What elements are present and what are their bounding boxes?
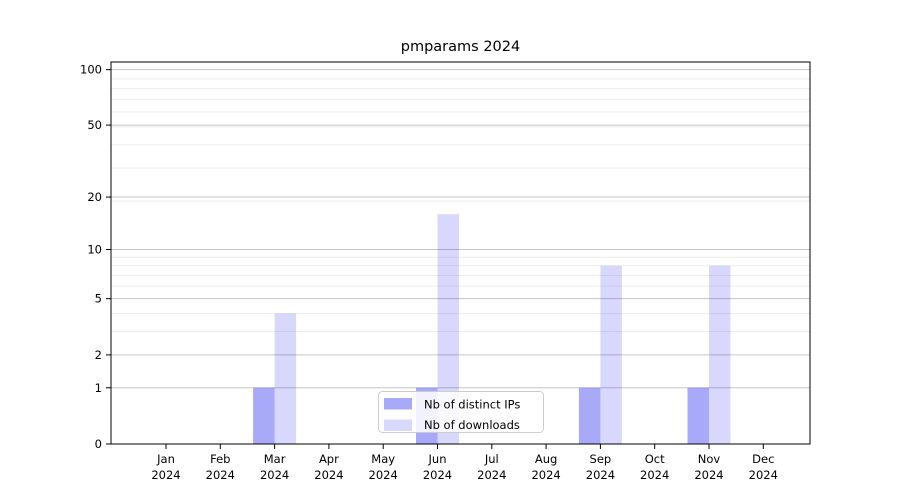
y-tick-label: 20: [87, 190, 102, 204]
x-tick-label-month: Sep: [590, 452, 612, 466]
bar: [274, 313, 297, 444]
y-tick-label: 5: [95, 292, 102, 306]
x-tick-label-month: Jun: [428, 452, 447, 466]
legend-swatch-nb-of-downloads: [384, 419, 412, 431]
x-tick-label-year: 2024: [314, 468, 343, 482]
legend-label: Nb of downloads: [424, 418, 520, 432]
bar: [600, 265, 622, 444]
bar: [709, 265, 731, 444]
x-tick-label-month: Dec: [752, 452, 774, 466]
chart-title: pmparams 2024: [401, 39, 520, 55]
y-tick-label: 2: [95, 348, 102, 362]
x-tick-label-year: 2024: [531, 468, 560, 482]
y-tick-label: 50: [87, 118, 102, 132]
x-tick-label-month: Feb: [210, 452, 230, 466]
bar: [437, 214, 459, 444]
x-tick-label-month: Jul: [484, 452, 499, 466]
bar: [578, 387, 601, 444]
x-tick-label-year: 2024: [369, 468, 398, 482]
x-tick-label-year: 2024: [206, 468, 235, 482]
x-tick-label-month: Mar: [264, 452, 286, 466]
legend-label: Nb of distinct IPs: [424, 398, 520, 412]
y-grid-minor-group: [111, 78, 810, 333]
x-tick-label-year: 2024: [586, 468, 615, 482]
legend-swatch-nb-of-distinct-ips: [384, 398, 412, 410]
x-tick-label-month: Apr: [319, 452, 339, 466]
bars-nb-of-downloads: [274, 214, 731, 444]
bar: [253, 387, 275, 444]
x-tick-label-year: 2024: [260, 468, 289, 482]
y-tick-label: 100: [80, 63, 102, 77]
x-tick-label-year: 2024: [749, 468, 778, 482]
x-tick-label-month: Jan: [156, 452, 175, 466]
x-tick-label-month: Aug: [535, 452, 557, 466]
y-tick-label: 0: [95, 437, 102, 451]
x-tick-label-year: 2024: [151, 468, 180, 482]
x-tick-label-year: 2024: [694, 468, 723, 482]
legend: Nb of distinct IPs Nb of downloads: [378, 391, 544, 433]
y-tick-label: 1: [95, 381, 102, 395]
plot-border: [110, 61, 811, 445]
x-tick-label-month: Nov: [698, 452, 721, 466]
x-tick-label-year: 2024: [640, 468, 669, 482]
x-tick-label-month: Oct: [645, 452, 665, 466]
x-tick-label-year: 2024: [423, 468, 452, 482]
x-tick-label-month: May: [371, 452, 395, 466]
bar: [687, 387, 709, 444]
x-tick-label-year: 2024: [477, 468, 506, 482]
legend-box: [378, 391, 544, 433]
y-tick-label: 10: [87, 243, 102, 257]
